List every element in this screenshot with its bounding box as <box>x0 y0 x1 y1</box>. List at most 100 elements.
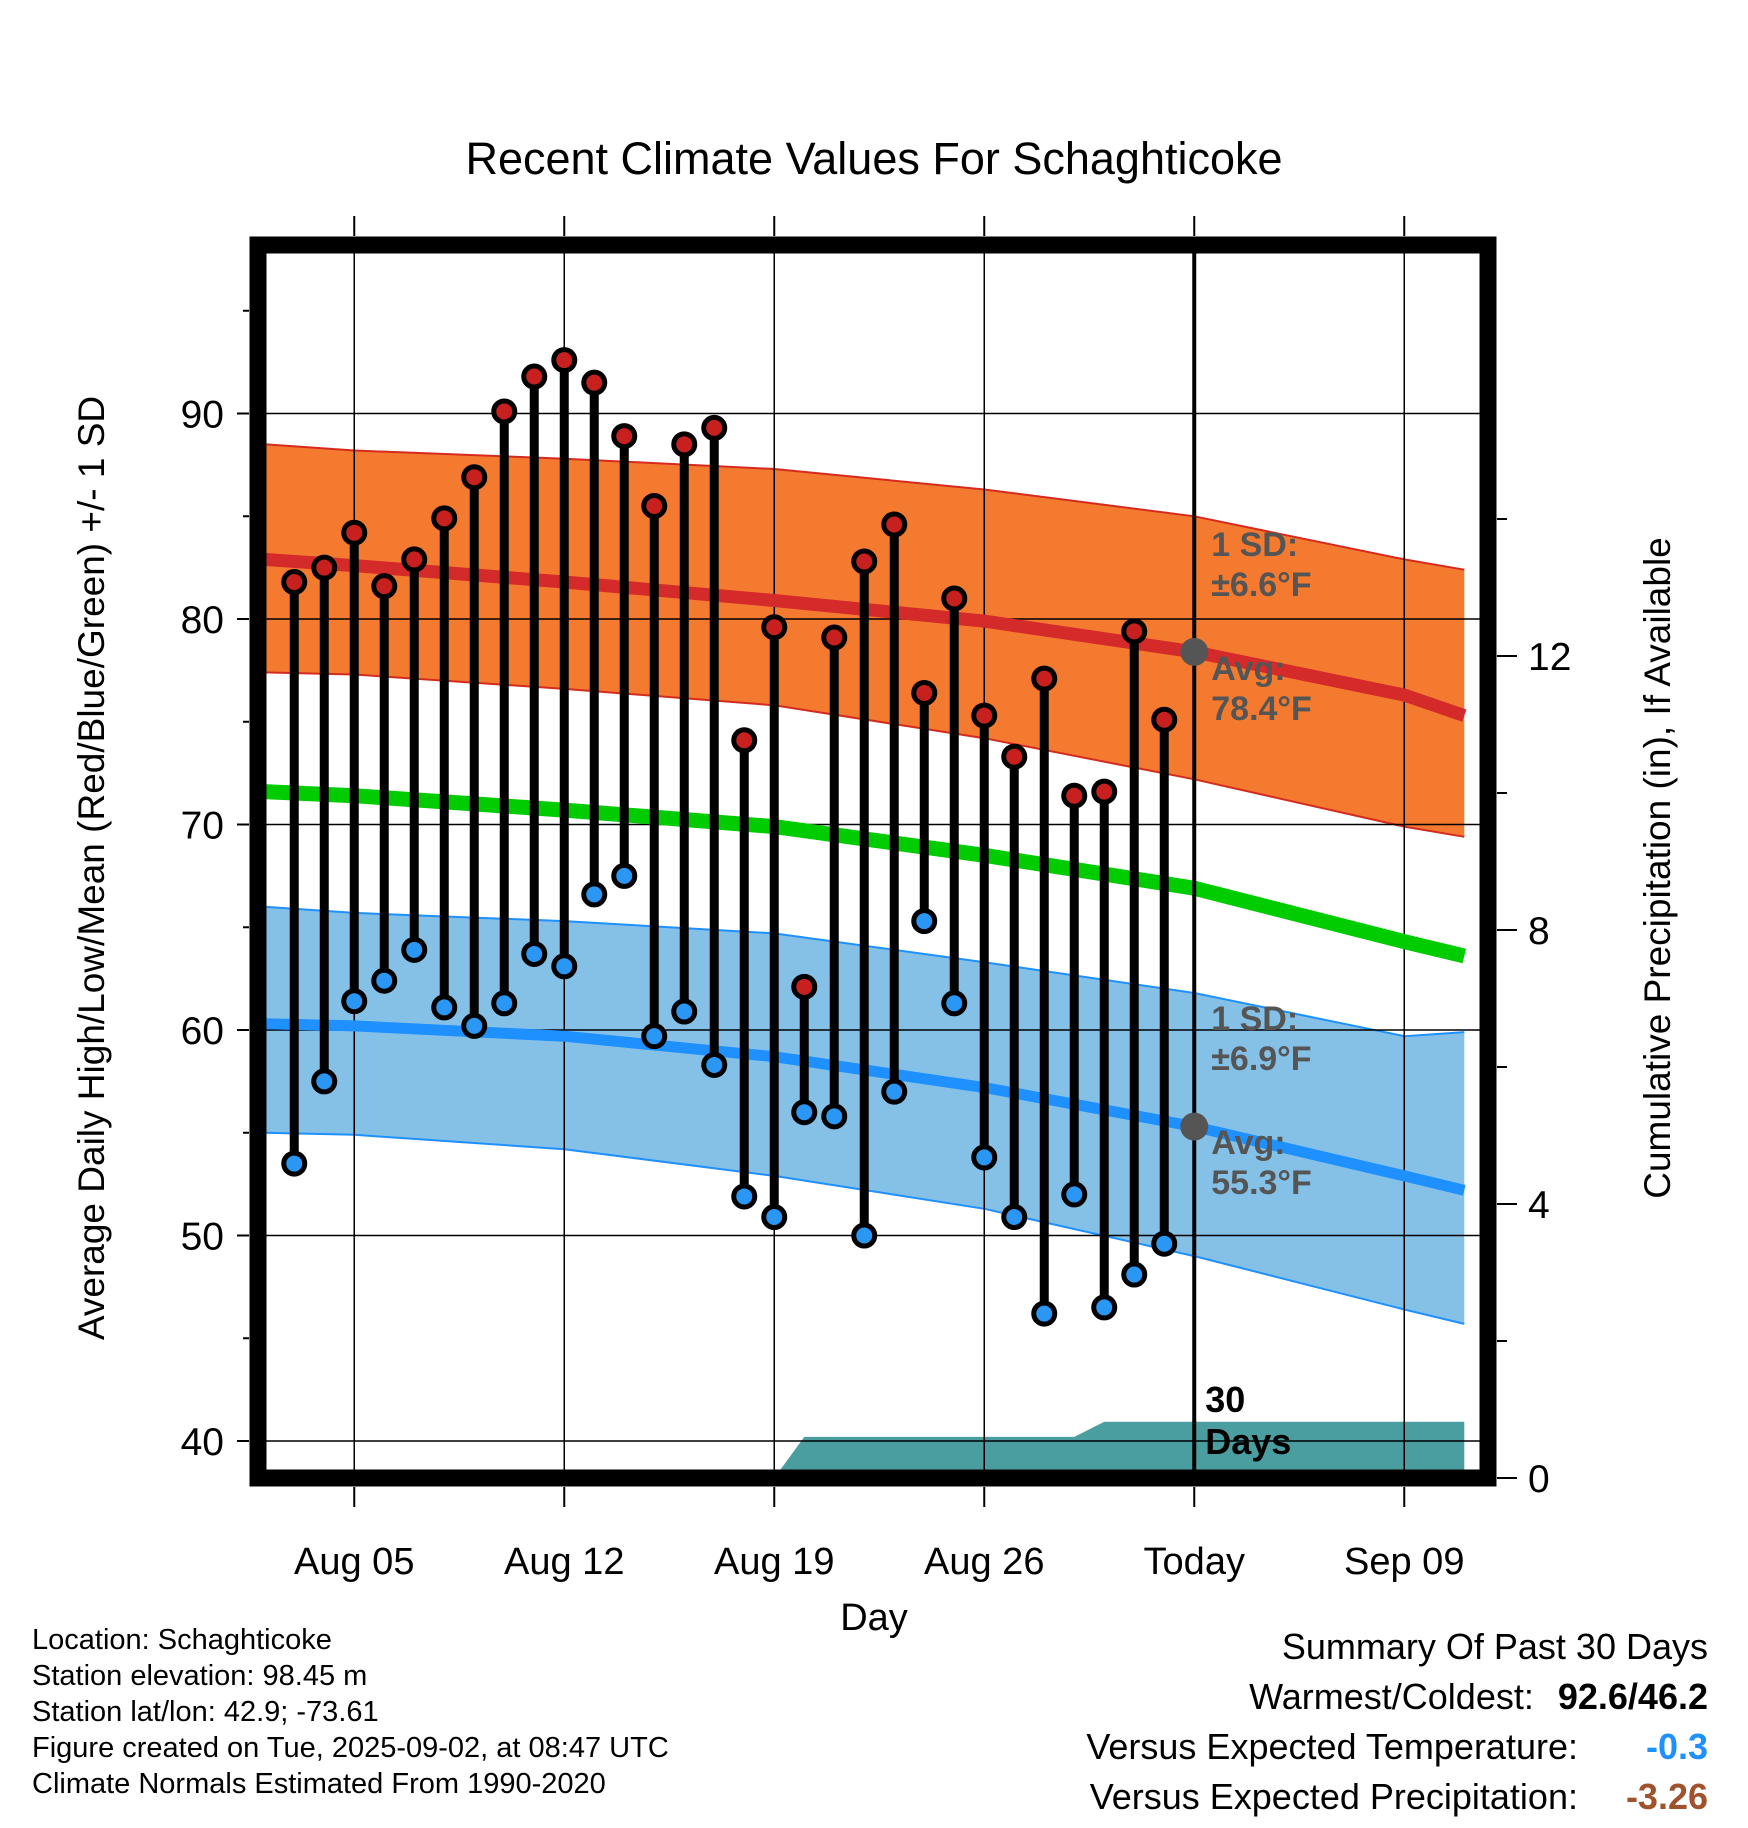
observed-low-point <box>761 1204 788 1231</box>
high-avg-label: Avg: <box>1211 650 1285 688</box>
observed-high-point <box>1151 706 1178 733</box>
observed-low-point <box>731 1183 758 1210</box>
y-tick-label: 80 <box>181 599 224 642</box>
low-mean-line <box>264 1018 1466 1196</box>
normals-text: Climate Normals Estimated From 1990-2020 <box>32 1768 606 1800</box>
high-sd-lower-edge <box>264 671 1465 838</box>
observed-high-point <box>521 363 548 390</box>
observed-high-point <box>491 398 518 425</box>
summary-panel: Summary Of Past 30 Days Warmest/Coldest:… <box>1086 1622 1708 1822</box>
y-tick-label: 60 <box>181 1010 224 1053</box>
precip-area <box>264 1421 1465 1478</box>
low-sd-label: 1 SD: <box>1211 1000 1298 1038</box>
observed-high-point <box>821 624 848 651</box>
warmest-value: 92.6/46.2 <box>1557 1676 1708 1717</box>
low-avg-label: Avg: <box>1211 1124 1285 1162</box>
y-tick-label: 90 <box>181 394 224 437</box>
observed-low-point <box>1151 1230 1178 1257</box>
observed-low-point <box>881 1078 908 1105</box>
observed-high-point <box>341 519 368 546</box>
chart-title: Recent Climate Values For Schaghticoke <box>465 133 1282 184</box>
temp-diff-label: Versus Expected Temperature: <box>1086 1726 1578 1767</box>
x-tick-label: Aug 12 <box>504 1541 624 1583</box>
high-sd-label: ±6.6°F <box>1211 566 1311 604</box>
x-tick-label: Aug 26 <box>924 1541 1044 1583</box>
observed-low-point <box>431 994 458 1021</box>
x-tick-label: Aug 05 <box>294 1541 414 1583</box>
observed-low-point <box>821 1103 848 1130</box>
observed-high-point <box>791 973 818 1000</box>
observed-low-point <box>701 1051 728 1078</box>
y-tick-label: 70 <box>181 805 224 848</box>
today-low-normal-dot <box>1180 1112 1209 1141</box>
observed-low-point <box>671 998 698 1025</box>
observed-high-point <box>851 548 878 575</box>
observed-high-point <box>311 554 338 581</box>
x-tick-label: Aug 19 <box>714 1541 834 1583</box>
observed-high-point <box>911 679 938 706</box>
observed-low-point <box>581 881 608 908</box>
x-tick-label: Today <box>1144 1541 1245 1583</box>
observed-high-point <box>281 569 308 596</box>
mean-line <box>263 784 1467 964</box>
plot-frame <box>249 236 1497 1487</box>
observed-high-point <box>701 414 728 441</box>
warmest-label: Warmest/Coldest: <box>1249 1676 1534 1717</box>
observed-low-point <box>281 1150 308 1177</box>
created-text: Figure created on Tue, 2025-09-02, at 08… <box>32 1732 669 1764</box>
observed-low-point <box>791 1099 818 1126</box>
observed-high-point <box>611 423 638 450</box>
y2-tick-label: 8 <box>1528 910 1550 953</box>
high-sd-label: 1 SD: <box>1211 526 1298 564</box>
y2-axis-label: Cumulative Precipitation (in), If Availa… <box>1637 537 1678 1199</box>
observed-high-point <box>461 464 488 491</box>
low-sd-label: ±6.9°F <box>1211 1040 1311 1078</box>
y2-tick-label: 4 <box>1528 1184 1550 1227</box>
y-tick-label: 50 <box>181 1216 224 1259</box>
low-sd-upper-edge <box>264 905 1465 1038</box>
observed-low-point <box>1001 1204 1028 1231</box>
observed-high-point <box>1031 665 1058 692</box>
observed-high-point <box>761 614 788 641</box>
observed-low-point <box>851 1222 878 1249</box>
x-tick-label: Sep 09 <box>1344 1541 1464 1583</box>
observed-low-point <box>461 1012 488 1039</box>
observed-low-point <box>521 940 548 967</box>
days-label: Days <box>1205 1421 1291 1462</box>
observed-low-point <box>371 967 398 994</box>
observed-high-point <box>1091 778 1118 805</box>
elevation-text: Station elevation: 98.45 m <box>32 1660 368 1692</box>
observed-low-point <box>1031 1300 1058 1327</box>
high-mean-line <box>263 552 1467 722</box>
observed-low-point <box>551 953 578 980</box>
y-tick-label: 40 <box>181 1421 224 1464</box>
observed-high-point <box>941 585 968 612</box>
low-sd-lower-edge <box>264 1131 1465 1325</box>
days-label: 30 <box>1205 1379 1245 1420</box>
x-axis-label: Day <box>840 1597 908 1639</box>
summary-title: Summary Of Past 30 Days <box>1281 1626 1708 1667</box>
observed-high-point <box>581 369 608 396</box>
observed-high-point <box>401 546 428 573</box>
observed-high-point <box>1061 782 1088 809</box>
axis-ticks: 40 50 60 70 80 90 0 4 8 12 Aug 05 Aug 12 Aug 19 Aug 2… <box>181 216 1571 1583</box>
y-axis-label: Average Daily High/Low/Mean (Red/Blue/Gr… <box>71 396 112 1340</box>
precip-diff-label: Versus Expected Precipitation: <box>1089 1776 1578 1817</box>
observed-low-point <box>491 990 518 1017</box>
observed-high-point <box>881 511 908 538</box>
precip-diff-value: -3.26 <box>1625 1776 1708 1817</box>
observed-low-point <box>611 862 638 889</box>
latlon-text: Station lat/lon: 42.9; -73.61 <box>32 1696 379 1728</box>
high-sd-upper-edge <box>264 443 1465 571</box>
low-avg-label: 55.3°F <box>1211 1164 1312 1202</box>
observed-low-point <box>401 936 428 963</box>
observed-high-point <box>1001 743 1028 770</box>
y2-tick-label: 0 <box>1528 1458 1550 1501</box>
observed-low-point <box>971 1144 998 1171</box>
observed-high-point <box>371 573 398 600</box>
observed-low-point <box>641 1023 668 1050</box>
observed-low-point <box>1091 1294 1118 1321</box>
station-info: Location: Schaghticoke Station elevation… <box>32 1622 669 1802</box>
observed-low-point <box>1061 1181 1088 1208</box>
